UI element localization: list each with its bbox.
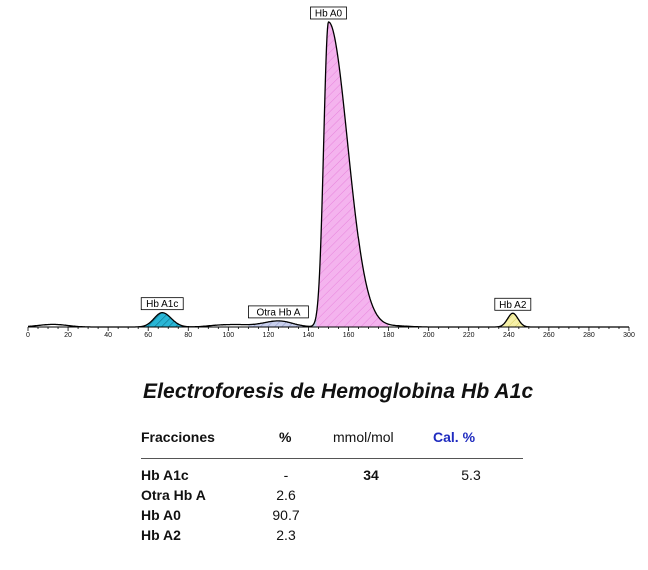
row-name: Otra Hb A <box>141 487 206 503</box>
x-tick-label: 280 <box>583 332 595 339</box>
x-tick-label: 100 <box>222 332 234 339</box>
peak-fill-otra-hb-a <box>248 313 317 327</box>
row-percent: 90.7 <box>272 507 300 523</box>
table-row: Hb A0 90.7 <box>141 507 523 527</box>
peak-label-hb-a2-box <box>494 297 532 311</box>
header-cal-percent: Cal. % <box>433 429 476 445</box>
table-row: Otra Hb A 2.6 <box>141 487 523 507</box>
header-percent: % <box>279 429 292 445</box>
table-row: Hb A1c - 34 5.3 <box>141 467 523 487</box>
x-tick-label: 180 <box>383 332 395 339</box>
x-tick-label: 80 <box>184 332 192 339</box>
table-divider <box>141 458 523 459</box>
electrophoresis-curve <box>28 21 629 328</box>
peak-fill-hb-a1c <box>142 312 183 327</box>
row-name: Hb A0 <box>141 507 181 523</box>
peak-label-hb-a2: Hb A2 <box>499 300 527 311</box>
peak-label-hb-a0-box <box>310 6 347 20</box>
electrophoresis-chart: 0 20 40 60 80 100 120 140 160 180 200 220 240 260 280 3… <box>26 6 635 339</box>
chart-svg: 0 20 40 60 80 100 120 140 160 180 200 220 240 260 280 3… <box>26 6 635 339</box>
row-mmol: 34 <box>363 467 379 483</box>
header-mmol: mmol/mol <box>333 429 394 445</box>
x-tick-label: 200 <box>423 332 435 339</box>
x-tick-label: 60 <box>144 332 152 339</box>
x-tick-label: 160 <box>343 332 355 339</box>
report-title: Electroforesis de Hemoglobina Hb A1c <box>143 380 534 403</box>
peak-label-hb-a1c: Hb A1c <box>146 299 178 310</box>
x-tick-label: 0 <box>26 332 30 339</box>
table-row: Hb A2 2.3 <box>141 527 523 547</box>
x-tick-label: 300 <box>623 332 635 339</box>
x-tick-label: 240 <box>503 332 515 339</box>
x-tick-label: 140 <box>303 332 315 339</box>
peak-label-otra-hb-a: Otra Hb A <box>256 307 300 318</box>
x-tick-label: 220 <box>463 332 475 339</box>
peak-label-hb-a0: Hb A0 <box>315 8 343 19</box>
header-fracciones: Fracciones <box>141 429 215 445</box>
x-tick-label: 120 <box>263 332 275 339</box>
peak-fill-hb-a0 <box>316 22 389 327</box>
row-name: Hb A1c <box>141 467 189 483</box>
x-tick-label: 260 <box>543 332 555 339</box>
row-percent: 2.3 <box>276 527 296 543</box>
peak-label-hb-a1c-box <box>140 297 184 311</box>
row-cal: 5.3 <box>461 467 481 483</box>
x-tick-label: 40 <box>104 332 112 339</box>
row-percent: 2.6 <box>276 487 296 503</box>
row-percent: - <box>283 467 289 483</box>
row-name: Hb A2 <box>141 527 181 543</box>
peak-label-otra-hb-a-box <box>248 305 309 319</box>
x-tick-label: 20 <box>64 332 72 339</box>
